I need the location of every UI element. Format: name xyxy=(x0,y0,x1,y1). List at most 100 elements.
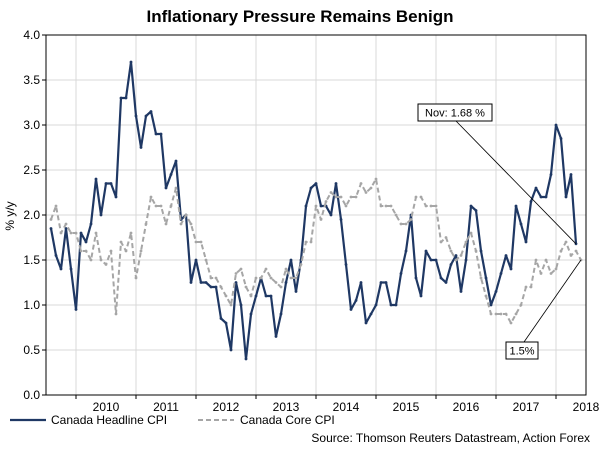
legend: Canada Headline CPI Canada Core CPI xyxy=(10,413,335,427)
data-point xyxy=(234,272,238,275)
x-tick-label: 2017 xyxy=(513,400,540,414)
data-point xyxy=(259,276,263,280)
annotation-box xyxy=(505,341,539,360)
grid xyxy=(46,34,586,396)
data-point xyxy=(119,240,123,244)
data-point xyxy=(509,321,513,325)
data-point xyxy=(59,267,63,271)
data-point xyxy=(384,204,388,208)
data-point xyxy=(174,159,178,163)
data-point xyxy=(274,281,278,284)
data-point xyxy=(164,186,168,190)
data-point xyxy=(144,114,148,118)
data-point xyxy=(539,272,543,275)
data-point xyxy=(344,204,348,208)
data-point xyxy=(444,236,448,239)
x-tick-label: 2010 xyxy=(93,400,120,414)
data-point xyxy=(354,299,358,302)
data-point xyxy=(544,258,548,262)
data-point xyxy=(119,96,123,100)
annotation-leader xyxy=(523,259,582,343)
data-point xyxy=(249,312,253,316)
data-point xyxy=(334,182,338,185)
data-point xyxy=(149,110,153,113)
data-point xyxy=(479,276,483,280)
data-point xyxy=(334,195,338,199)
data-point xyxy=(279,285,283,289)
data-point xyxy=(559,249,563,253)
data-point xyxy=(339,195,343,199)
y-tick-label: 0.5 xyxy=(23,343,40,357)
data-point xyxy=(409,218,413,221)
data-point xyxy=(474,249,478,253)
annotation-box xyxy=(417,103,493,122)
source-note: Source: Thomson Reuters Datastream, Acti… xyxy=(311,431,590,445)
data-point xyxy=(329,191,333,194)
data-point xyxy=(489,312,493,316)
data-point xyxy=(74,231,78,235)
data-point xyxy=(414,276,418,280)
data-point xyxy=(294,290,298,293)
data-point xyxy=(159,204,163,208)
data-point xyxy=(454,254,458,257)
y-tick-label: 1.5 xyxy=(23,253,40,267)
data-point xyxy=(134,276,138,280)
data-point xyxy=(549,272,553,275)
data-point xyxy=(424,204,428,208)
data-point xyxy=(539,195,543,199)
data-point xyxy=(439,240,443,244)
data-point xyxy=(349,195,353,199)
data-point xyxy=(264,267,268,271)
data-point xyxy=(309,240,313,244)
data-point xyxy=(274,335,278,338)
data-point xyxy=(94,177,98,181)
data-point xyxy=(554,123,558,127)
data-point xyxy=(69,267,73,271)
data-point xyxy=(94,231,98,235)
data-point xyxy=(244,285,248,289)
data-point xyxy=(209,285,213,289)
data-point xyxy=(504,312,508,316)
data-point xyxy=(194,258,198,262)
data-point xyxy=(509,267,513,271)
data-point xyxy=(124,249,128,253)
data-point xyxy=(114,312,118,316)
data-point xyxy=(319,204,323,208)
data-point xyxy=(69,231,73,235)
data-point xyxy=(329,213,333,217)
data-point xyxy=(184,213,188,217)
data-point xyxy=(114,195,118,199)
data-point xyxy=(299,263,303,266)
data-point xyxy=(139,249,143,253)
data-point xyxy=(514,312,518,316)
data-point xyxy=(304,204,308,208)
data-point xyxy=(129,231,133,235)
data-point xyxy=(394,303,398,307)
data-point xyxy=(79,231,83,235)
data-point xyxy=(239,303,243,307)
y-tick-label: 2.5 xyxy=(23,163,40,177)
data-point xyxy=(429,204,433,208)
data-point xyxy=(384,281,388,284)
data-point xyxy=(199,240,203,244)
data-point xyxy=(149,195,153,199)
data-point xyxy=(224,294,228,298)
data-point xyxy=(359,281,363,284)
data-point xyxy=(514,204,518,208)
data-point xyxy=(559,137,563,140)
data-point xyxy=(484,294,488,298)
data-point xyxy=(254,276,258,280)
data-point xyxy=(349,308,353,311)
data-point xyxy=(284,267,288,271)
data-point xyxy=(79,249,83,253)
data-point xyxy=(399,272,403,275)
data-point xyxy=(214,276,218,280)
data-point xyxy=(189,222,193,226)
data-point xyxy=(264,294,268,298)
data-point xyxy=(494,312,498,316)
data-point xyxy=(464,240,468,244)
chart-title: Inflationary Pressure Remains Benign xyxy=(146,7,453,26)
data-point xyxy=(209,276,213,280)
